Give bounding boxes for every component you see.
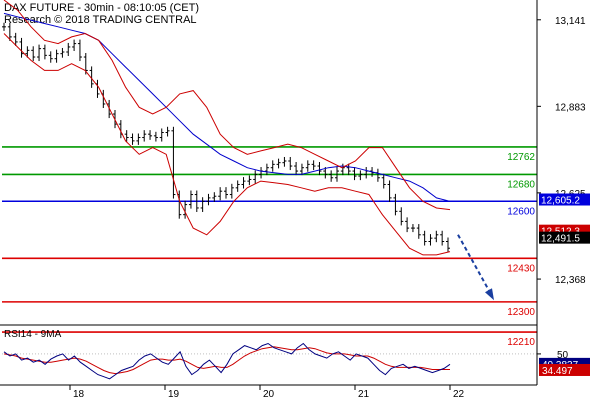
level-label-12600: 12600 (507, 206, 535, 217)
rsi-line (3, 342, 451, 380)
y-tick-label: 12,883 (555, 102, 586, 113)
level-label-12680: 12680 (507, 179, 535, 190)
price-box (539, 231, 590, 244)
level-label-12762: 12762 (507, 152, 535, 163)
x-tick-label: 20 (263, 389, 275, 400)
chart-title: DAX FUTURE - 30min - 08:10:05 (CET) (4, 2, 199, 14)
upper-band-line (3, 0, 451, 211)
x-tick-label: 21 (358, 389, 370, 400)
x-tick-label: 18 (73, 389, 85, 400)
price-panel: 12762 12680 12600 12430 12300 12210 (2, 0, 537, 348)
y-tick-label: 12,368 (555, 275, 586, 286)
moving-average-line (3, 12, 451, 202)
rsi-value-box (539, 363, 590, 376)
research-label: Research © 2018 TRADING CENTRAL (4, 14, 197, 26)
price-box (539, 193, 590, 206)
rsi-value-label: 34.497 (542, 366, 573, 377)
lower-band-line (3, 33, 451, 256)
y-tick-label: 13,141 (555, 16, 586, 27)
rsi-title: RSI14 - 9MA (4, 329, 62, 340)
level-label-12210: 12210 (507, 337, 535, 348)
rsi-y-tick-label: 50 (557, 350, 569, 361)
rsi-ma-line (3, 346, 450, 375)
price-box-label: 12,605.2 (541, 196, 580, 207)
projection-arrow (457, 234, 492, 295)
level-label-12300: 12300 (507, 307, 535, 318)
level-label-12430: 12430 (507, 263, 535, 274)
x-tick-label: 22 (453, 389, 465, 400)
rsi-panel: RSI14 - 9MA (2, 329, 537, 380)
price-box-label: 12,491.5 (541, 234, 580, 245)
projection-arrow-head (485, 288, 494, 301)
x-tick-label: 19 (168, 389, 180, 400)
